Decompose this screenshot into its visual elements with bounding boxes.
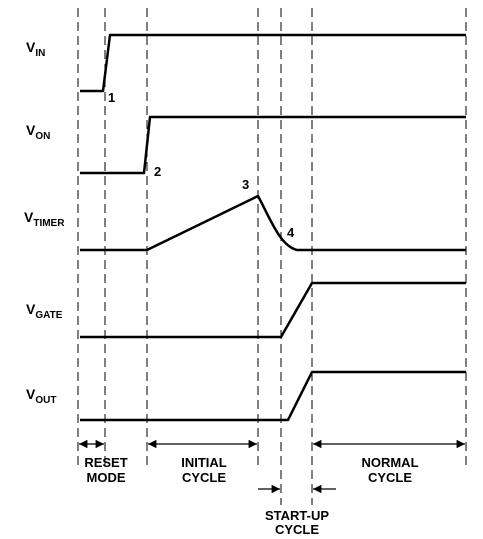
phase-label: CYCLE (182, 470, 226, 485)
phase-label: START-UP (265, 508, 329, 523)
vtimer-wave (80, 194, 466, 252)
signal-label: VOUT (26, 386, 56, 406)
vin-wave (80, 33, 466, 93)
point-label: 2 (154, 164, 161, 179)
label-sub: TIMER (33, 218, 65, 229)
point-label: 1 (108, 90, 115, 105)
phase-label: CYCLE (368, 470, 412, 485)
label-main: V (26, 386, 36, 402)
phase-label: INITIAL (181, 455, 227, 470)
signal-label: VIN (26, 39, 45, 59)
signal-label: VON (26, 122, 50, 142)
point-labels: 1 2 3 4 (108, 90, 295, 240)
phase-label: RESET (84, 455, 127, 470)
signal-label: VGATE (26, 301, 63, 321)
signal-labels: VIN VON VTIMER VGATE VOUT (24, 39, 65, 406)
phase-label: MODE (87, 470, 126, 485)
label-main: V (24, 209, 34, 225)
label-main: V (26, 39, 36, 55)
phase-arrows (78, 439, 465, 494)
label-main: V (26, 122, 36, 138)
von-wave (80, 115, 466, 175)
phase-label: NORMAL (361, 455, 418, 470)
label-sub: OUT (35, 395, 56, 406)
waveforms (80, 33, 466, 422)
point-label: 3 (242, 177, 249, 192)
label-main: V (26, 301, 36, 317)
phase-label: CYCLE (275, 522, 319, 537)
phase-labels: RESET MODE INITIAL CYCLE START-UP CYCLE … (84, 455, 418, 537)
signal-label: VTIMER (24, 209, 65, 229)
vout-wave (80, 370, 466, 422)
dashed-guides (77, 8, 467, 505)
label-sub: ON (35, 131, 50, 142)
label-sub: GATE (35, 310, 62, 321)
vgate-wave (80, 281, 466, 339)
label-sub: IN (35, 48, 45, 59)
point-label: 4 (287, 225, 295, 240)
